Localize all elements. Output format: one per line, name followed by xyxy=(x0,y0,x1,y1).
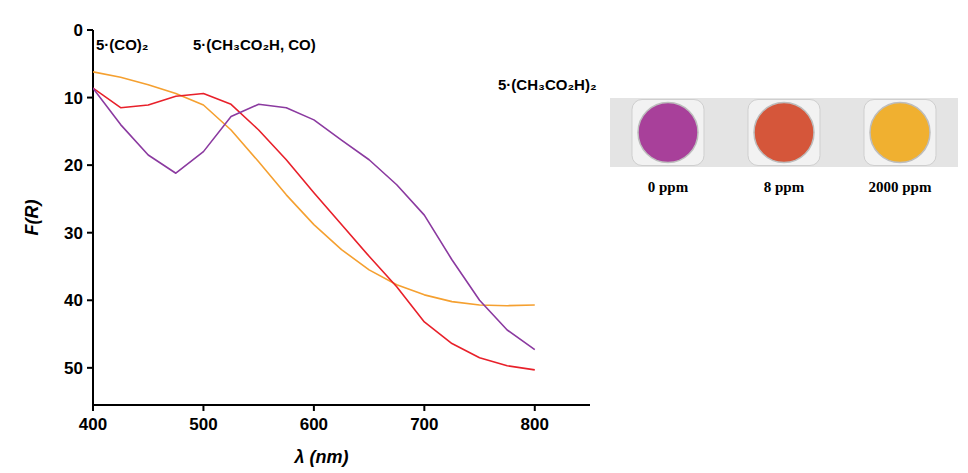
sample-label: 2000 ppm xyxy=(869,179,932,195)
y-tick xyxy=(87,299,93,301)
sample-powder xyxy=(754,103,814,163)
x-tick-label: 400 xyxy=(79,415,107,434)
x-axis-title: λ (nm) xyxy=(294,447,349,467)
sample-label: 0 ppm xyxy=(648,179,689,195)
sample-powder xyxy=(870,103,930,163)
y-tick-label: 30 xyxy=(64,224,83,243)
x-tick xyxy=(92,405,94,411)
x-tick-label: 600 xyxy=(300,415,328,434)
sample-label: 8 ppm xyxy=(764,179,805,195)
series-line xyxy=(93,88,535,349)
x-tick xyxy=(534,405,536,411)
sample-dish xyxy=(632,100,704,166)
x-tick-label: 700 xyxy=(410,415,438,434)
photo-background xyxy=(610,98,958,167)
y-tick xyxy=(87,232,93,234)
x-tick-label: 800 xyxy=(521,415,549,434)
series-label: 5·(CO)₂ xyxy=(96,36,149,53)
x-tick xyxy=(202,405,204,411)
y-axis-title: F(R) xyxy=(22,200,42,236)
series-label: 5·(CH₃CO₂H)₂ xyxy=(498,76,597,93)
series-label: 5·(CH₃CO₂H, CO) xyxy=(193,36,316,53)
y-tick-label: 0 xyxy=(74,21,83,40)
sample-dish xyxy=(748,100,820,166)
sample-dish xyxy=(864,100,936,166)
sample-powder xyxy=(638,103,698,163)
y-tick-label: 50 xyxy=(64,359,83,378)
series-line xyxy=(93,88,535,370)
x-tick xyxy=(313,405,315,411)
y-tick xyxy=(87,97,93,99)
x-tick-label: 500 xyxy=(189,415,217,434)
x-tick xyxy=(423,405,425,411)
y-tick xyxy=(87,29,93,31)
y-axis xyxy=(92,30,94,405)
y-tick-label: 10 xyxy=(64,89,83,108)
series-line xyxy=(93,72,535,306)
x-axis xyxy=(93,404,590,406)
plot-lines xyxy=(93,72,535,370)
y-tick-label: 20 xyxy=(64,156,83,175)
y-tick xyxy=(87,164,93,166)
y-tick-label: 40 xyxy=(64,291,83,310)
y-tick xyxy=(87,367,93,369)
